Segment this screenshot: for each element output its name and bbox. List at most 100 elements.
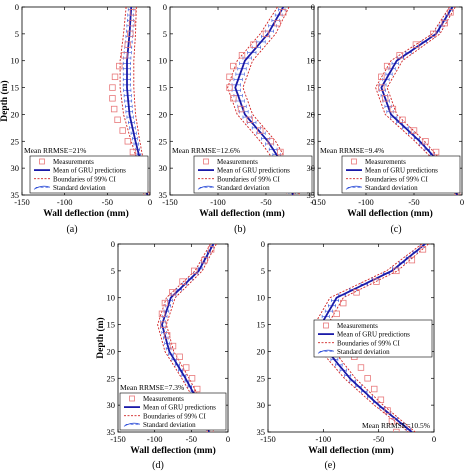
ci-upper-line <box>165 244 217 432</box>
x-tick-label: 0 <box>226 434 230 444</box>
legend-entry: Boundaries of 99% CI <box>365 175 428 183</box>
legend-entry: Standard deviation <box>143 421 196 429</box>
panel-label: (d) <box>152 460 164 471</box>
y-tick-label: 25 <box>257 373 266 383</box>
legend-entry: Standard deviation <box>217 184 270 192</box>
panel-label: (c) <box>390 224 401 235</box>
legend-marker-measurements <box>351 158 357 165</box>
measurement-point <box>333 310 340 318</box>
x-tick-label: 0 <box>432 434 436 444</box>
measurement-point <box>383 62 391 70</box>
legend-entry: Measurements <box>365 158 406 166</box>
measurement-point <box>388 418 396 425</box>
legend-entry: Standard deviation <box>337 348 390 356</box>
y-tick-label: 35 <box>159 190 168 200</box>
y-tick-label: 35 <box>307 190 316 200</box>
legend-entry: Mean of GRU predictions <box>337 331 410 339</box>
legend-entry: Standard deviation <box>53 184 106 192</box>
measurement-point <box>109 84 116 91</box>
measurement-point <box>447 9 454 16</box>
measurement-point <box>410 127 418 134</box>
legend-entry: Boundaries of 99% CI <box>53 175 116 183</box>
measurement-point <box>384 407 391 414</box>
y-tick-label: 35 <box>11 190 20 200</box>
panel-d: -150 -100 -50 0 0 5 10 15 20 25 30 35 Wall deflectio… <box>95 239 230 471</box>
measurement-point <box>116 62 123 70</box>
y-axis-label: Depth (m) <box>0 80 10 121</box>
x-tick-label: -50 <box>373 434 384 444</box>
measurement-point <box>230 95 237 102</box>
panel-b: -150 -100 -50 0 0 5 10 15 20 25 30 35 Wall deflectio… <box>159 2 317 235</box>
y-tick-label: 0 <box>261 239 265 249</box>
x-tick-label: -100 <box>57 197 73 207</box>
y-tick-label: 30 <box>11 163 20 173</box>
measurement-point <box>179 278 186 285</box>
legend-entry: Boundaries of 99% CI <box>217 175 280 183</box>
legend-marker-std <box>345 185 363 190</box>
measurement-point <box>119 127 126 134</box>
measurement-point <box>373 278 380 285</box>
y-tick-label: 35 <box>257 427 266 437</box>
measurement-point <box>114 116 121 123</box>
y-tick-label: 10 <box>159 56 168 66</box>
measurement-point <box>169 342 177 350</box>
legend-entry: Mean of GRU predictions <box>53 167 126 175</box>
panel-e: -150 -100 -50 0 0 5 10 15 20 25 30 35 Wall deflectio… <box>257 239 437 471</box>
measurement-point <box>378 73 385 81</box>
measurement-point <box>246 116 253 123</box>
y-tick-label: 5 <box>15 29 19 39</box>
measurement-point <box>128 19 136 27</box>
measurement-point <box>207 246 215 253</box>
x-tick-label: -50 <box>408 197 419 207</box>
measurement-point <box>158 310 166 318</box>
y-tick-label: 15 <box>257 320 266 330</box>
y-tick-label: 15 <box>159 83 168 93</box>
rrmse-annotation: Mean RRMSE=10.5% <box>362 421 430 430</box>
measurement-point <box>364 375 371 382</box>
measurement-point <box>201 256 208 264</box>
x-tick-label: 0 <box>312 197 316 207</box>
measurement-point <box>377 396 385 403</box>
panel-label: (a) <box>66 224 77 235</box>
measurement-point <box>396 52 403 59</box>
measurement-point <box>176 353 183 360</box>
legend-marker-measurements <box>39 158 45 165</box>
measurement-point <box>432 148 440 156</box>
x-axis-label: Wall deflection (mm) <box>130 445 215 456</box>
x-axis-label: Wall deflection (mm) <box>43 208 128 219</box>
measurement-point <box>274 19 281 27</box>
y-tick-label: 0 <box>311 2 315 12</box>
y-tick-label: 20 <box>159 109 168 119</box>
measurement-point <box>111 73 119 81</box>
legend-entry: Mean of GRU predictions <box>365 167 438 175</box>
measurement-point <box>393 267 400 275</box>
y-tick-label: 5 <box>311 29 315 39</box>
measurement-point <box>422 138 429 145</box>
measurement-point <box>109 95 116 102</box>
x-axis-label: Wall deflection (mm) <box>308 445 393 456</box>
y-tick-label: 0 <box>163 2 167 12</box>
measurement-point <box>129 9 137 16</box>
x-tick-label: -150 <box>162 197 178 207</box>
measurement-point <box>340 299 347 307</box>
x-tick-label: -50 <box>186 434 197 444</box>
rrmse-annotation: Mean RRMSE=12.6% <box>172 146 240 155</box>
x-tick-label: -50 <box>260 197 271 207</box>
y-tick-label: 10 <box>107 293 116 303</box>
legend-entry: Mean of GRU predictions <box>143 404 216 412</box>
measurement-point <box>389 105 397 113</box>
legend-entry: Boundaries of 99% CI <box>337 339 400 347</box>
y-tick-label: 10 <box>307 56 316 66</box>
y-axis-label: Depth (m) <box>95 317 106 358</box>
measurement-point <box>193 385 201 393</box>
x-tick-label: -100 <box>210 197 226 207</box>
y-tick-label: 30 <box>307 163 316 173</box>
rrmse-annotation: Mean RRMSE=9.4% <box>320 146 384 155</box>
measurement-point <box>163 332 171 339</box>
legend-marker-std <box>197 185 215 190</box>
measurement-point <box>399 116 406 123</box>
legend-marker-measurements <box>203 158 209 165</box>
